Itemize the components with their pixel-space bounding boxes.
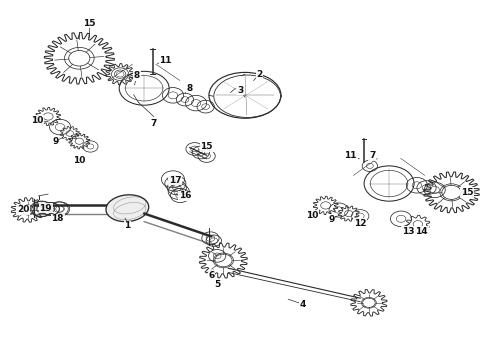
Text: 20: 20 bbox=[17, 206, 29, 215]
Text: 15: 15 bbox=[83, 18, 95, 27]
Text: 12: 12 bbox=[354, 219, 367, 228]
Text: 16: 16 bbox=[179, 192, 191, 201]
Text: 18: 18 bbox=[51, 214, 64, 223]
Text: 4: 4 bbox=[299, 300, 306, 309]
Text: 11: 11 bbox=[344, 151, 357, 160]
Text: 15: 15 bbox=[200, 142, 213, 151]
Text: 1: 1 bbox=[124, 221, 130, 230]
Text: 9: 9 bbox=[52, 137, 58, 146]
Text: 15: 15 bbox=[461, 188, 473, 197]
Ellipse shape bbox=[106, 195, 149, 222]
Text: 3: 3 bbox=[237, 86, 244, 95]
Text: 10: 10 bbox=[31, 116, 43, 125]
Text: 11: 11 bbox=[160, 55, 172, 64]
Text: 7: 7 bbox=[369, 151, 375, 160]
Text: 13: 13 bbox=[402, 227, 415, 236]
Text: 9: 9 bbox=[328, 215, 335, 224]
Text: 14: 14 bbox=[416, 227, 428, 236]
Text: 8: 8 bbox=[134, 71, 140, 80]
Text: 10: 10 bbox=[73, 156, 86, 165]
Text: 2: 2 bbox=[256, 70, 263, 79]
Text: 5: 5 bbox=[215, 280, 221, 289]
Text: 7: 7 bbox=[150, 119, 157, 128]
Text: 17: 17 bbox=[169, 176, 182, 185]
Text: 6: 6 bbox=[208, 271, 215, 280]
Text: 19: 19 bbox=[39, 204, 52, 213]
Text: 10: 10 bbox=[306, 211, 318, 220]
Text: 8: 8 bbox=[187, 84, 193, 93]
